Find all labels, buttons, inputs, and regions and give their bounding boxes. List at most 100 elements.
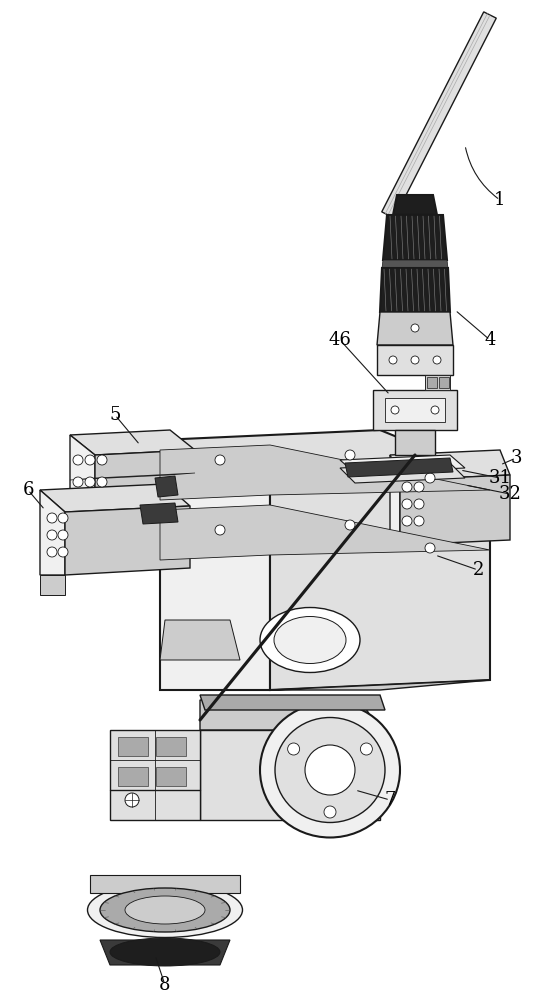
Circle shape xyxy=(47,530,57,540)
Circle shape xyxy=(414,482,424,492)
Circle shape xyxy=(58,530,68,540)
Polygon shape xyxy=(70,435,95,500)
Circle shape xyxy=(73,477,83,487)
Circle shape xyxy=(215,525,225,535)
Circle shape xyxy=(85,455,95,465)
Circle shape xyxy=(288,743,300,755)
Text: 3: 3 xyxy=(510,449,522,467)
Text: 31: 31 xyxy=(489,469,512,487)
Circle shape xyxy=(391,406,399,414)
Polygon shape xyxy=(340,463,465,483)
Polygon shape xyxy=(390,455,400,545)
Ellipse shape xyxy=(274,616,346,664)
Circle shape xyxy=(58,547,68,557)
Circle shape xyxy=(414,516,424,526)
Polygon shape xyxy=(200,700,380,730)
Circle shape xyxy=(97,455,107,465)
Polygon shape xyxy=(90,875,240,893)
Circle shape xyxy=(73,455,83,465)
Circle shape xyxy=(411,356,419,364)
Text: 8: 8 xyxy=(159,976,171,994)
Circle shape xyxy=(345,450,355,460)
Ellipse shape xyxy=(110,938,220,966)
Polygon shape xyxy=(345,458,453,477)
Circle shape xyxy=(414,499,424,509)
Text: 7: 7 xyxy=(384,791,395,809)
Ellipse shape xyxy=(125,896,205,924)
Circle shape xyxy=(425,473,435,483)
Polygon shape xyxy=(425,375,450,390)
Circle shape xyxy=(402,516,412,526)
Polygon shape xyxy=(156,737,186,756)
Ellipse shape xyxy=(87,882,243,938)
Text: 2: 2 xyxy=(472,561,483,579)
Polygon shape xyxy=(200,695,385,710)
Circle shape xyxy=(97,477,107,487)
Polygon shape xyxy=(200,730,380,820)
Polygon shape xyxy=(340,455,465,473)
Polygon shape xyxy=(377,312,453,345)
Circle shape xyxy=(125,793,139,807)
Polygon shape xyxy=(40,575,65,595)
Polygon shape xyxy=(373,390,457,430)
Text: 6: 6 xyxy=(22,481,34,499)
Polygon shape xyxy=(95,450,195,500)
Circle shape xyxy=(389,356,397,364)
Circle shape xyxy=(58,513,68,523)
Circle shape xyxy=(402,482,412,492)
Polygon shape xyxy=(395,430,435,455)
Circle shape xyxy=(411,324,419,332)
Polygon shape xyxy=(155,476,178,497)
Polygon shape xyxy=(160,680,490,690)
Circle shape xyxy=(324,806,336,818)
Polygon shape xyxy=(70,430,195,455)
Polygon shape xyxy=(385,398,445,422)
Text: 1: 1 xyxy=(494,191,506,209)
Ellipse shape xyxy=(260,702,400,838)
Ellipse shape xyxy=(260,607,360,672)
Polygon shape xyxy=(382,260,448,268)
Polygon shape xyxy=(160,505,490,560)
Circle shape xyxy=(425,543,435,553)
Circle shape xyxy=(305,745,355,795)
Polygon shape xyxy=(427,377,437,388)
Polygon shape xyxy=(160,620,240,660)
Polygon shape xyxy=(425,375,450,390)
Text: 46: 46 xyxy=(328,331,351,349)
Polygon shape xyxy=(100,940,230,965)
Polygon shape xyxy=(383,215,447,260)
Polygon shape xyxy=(380,268,450,312)
Polygon shape xyxy=(118,767,148,786)
Polygon shape xyxy=(110,730,200,820)
Polygon shape xyxy=(390,450,510,480)
Circle shape xyxy=(360,743,373,755)
Text: 32: 32 xyxy=(498,485,521,503)
Circle shape xyxy=(433,356,441,364)
Text: 5: 5 xyxy=(109,406,120,424)
Polygon shape xyxy=(382,12,496,218)
Polygon shape xyxy=(400,475,510,545)
Polygon shape xyxy=(377,345,453,375)
Ellipse shape xyxy=(100,888,230,932)
Circle shape xyxy=(345,520,355,530)
Polygon shape xyxy=(40,484,190,512)
Polygon shape xyxy=(118,737,148,756)
Text: 4: 4 xyxy=(484,331,496,349)
Polygon shape xyxy=(160,440,270,690)
Polygon shape xyxy=(160,430,490,485)
Polygon shape xyxy=(393,195,437,215)
Polygon shape xyxy=(156,767,186,786)
Polygon shape xyxy=(160,445,490,500)
Circle shape xyxy=(47,547,57,557)
Polygon shape xyxy=(439,377,449,388)
Polygon shape xyxy=(65,506,190,575)
Polygon shape xyxy=(140,503,178,524)
Circle shape xyxy=(215,455,225,465)
Polygon shape xyxy=(70,473,195,480)
Circle shape xyxy=(47,513,57,523)
Circle shape xyxy=(431,406,439,414)
Ellipse shape xyxy=(275,718,385,822)
Circle shape xyxy=(85,477,95,487)
Polygon shape xyxy=(40,490,65,575)
Circle shape xyxy=(402,499,412,509)
